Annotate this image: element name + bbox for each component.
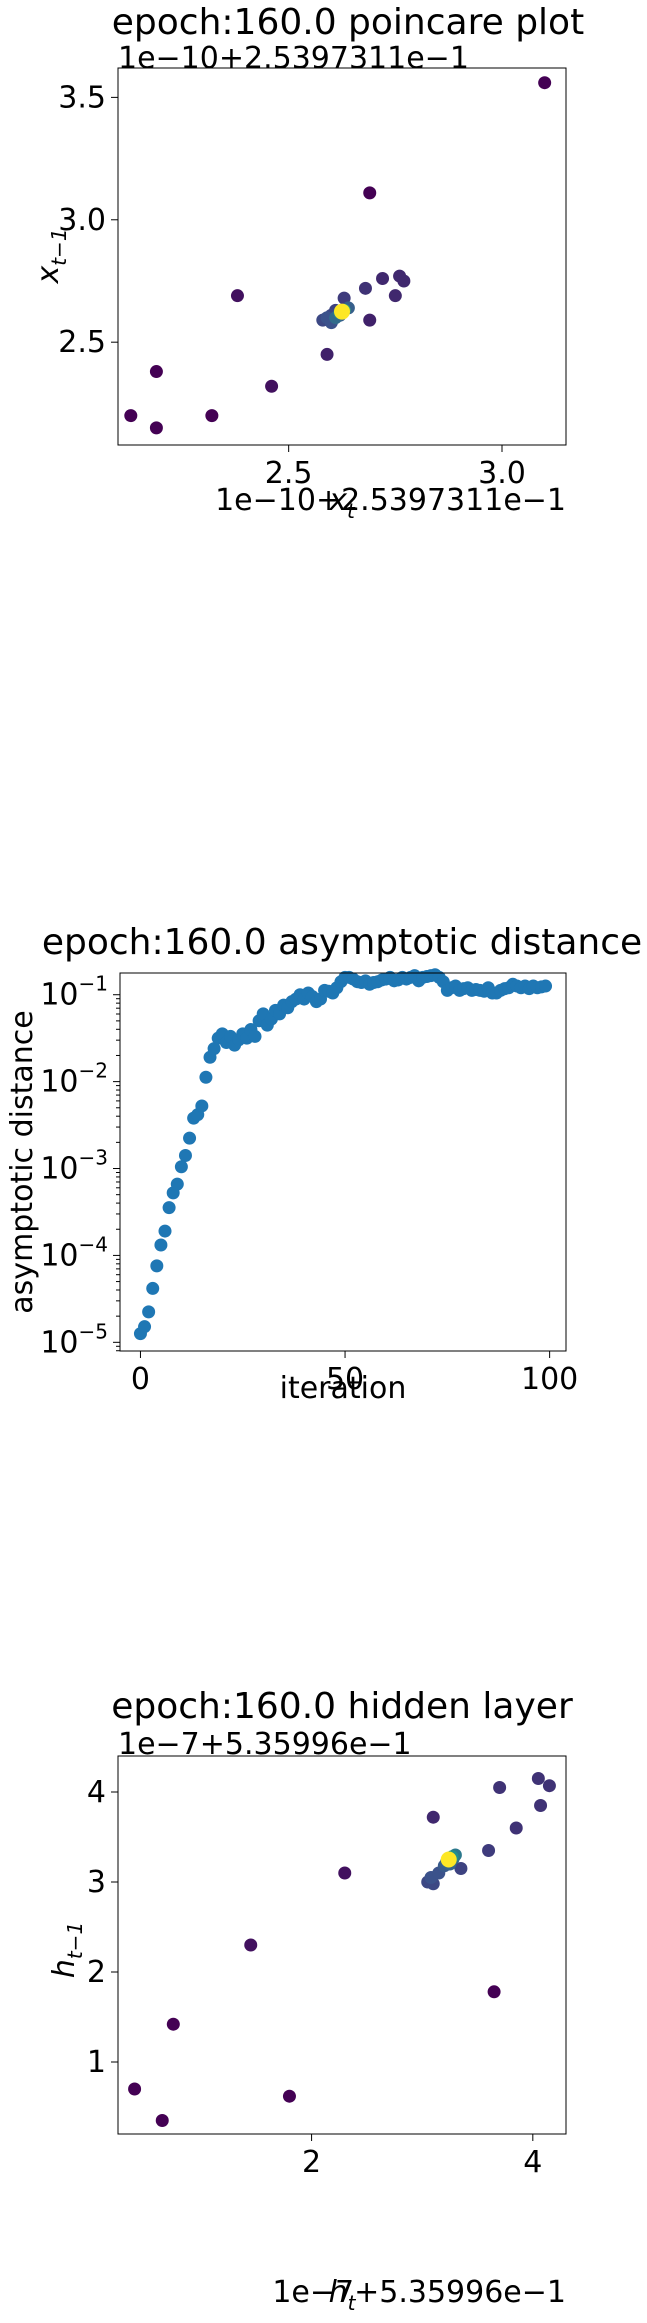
data-point [138,1320,152,1334]
data-point [124,409,138,423]
data-point [244,1938,258,1952]
y-tick-label: 10−2 [40,1059,108,1100]
x-tick-label: 4 [523,2145,542,2180]
data-point [149,365,163,379]
data-point [426,1810,440,1824]
data-point [538,76,552,90]
data-point [539,979,553,993]
data-point [248,1029,262,1043]
y-tick-label: 3.0 [58,203,106,238]
data-point [320,347,334,361]
data-point [128,2082,142,2096]
y-tick-label: 1 [87,2045,106,2080]
x-offset-label: 1e−10+2.5397311e−1 [215,483,566,518]
data-point [531,1772,545,1785]
data-point [205,409,219,423]
y-tick-label: 4 [87,1775,106,1810]
data-point [493,1781,507,1794]
data-point [154,1238,168,1252]
data-point [149,421,163,435]
y-tick-label: 2.5 [58,325,106,360]
chart-title: epoch:160.0 asymptotic distance [42,922,642,963]
data-point [158,1224,172,1238]
data-point [363,186,377,200]
x-axis-label: iteration [280,1371,407,1406]
data-point [454,1862,468,1875]
data-point [509,1821,523,1835]
plot-frame [117,67,567,446]
data-point [230,289,244,303]
data-point [155,2114,169,2127]
chart-title: epoch:160.0 poincare plot [112,2,584,43]
y-tick-label: 3.5 [58,80,106,115]
data-point [376,272,390,286]
plot-area [124,76,552,435]
data-point [397,274,411,288]
y-tick-label: 10−3 [40,1146,108,1187]
y-offset-label: 1e−7+5.35996e−1 [118,1727,412,1762]
data-point [337,291,351,305]
y-tick-label: 3 [87,1865,106,1900]
data-point [363,313,377,327]
data-point [482,1844,496,1857]
plot-area [133,968,553,1341]
data-point [199,1070,213,1084]
y-tick-label: 10−5 [40,1319,108,1360]
chart-title: epoch:160.0 hidden layer [111,1686,573,1727]
data-point [207,1042,221,1056]
plot-frame [119,972,567,1352]
x-tick-label: 50 [326,1362,364,1397]
data-point [178,1148,192,1162]
data-point [162,1201,176,1215]
data-point [142,1305,156,1319]
data-point [150,1259,164,1273]
y-axis-label: xt−1 [31,228,71,284]
data-point [338,1866,352,1880]
data-point [334,303,350,320]
y-axis-label: asymptotic distance [5,1010,40,1313]
y-tick-label: 2 [87,1955,106,1990]
plot-frame [117,1755,567,2135]
y-axis-label: ht−1 [47,1922,87,1978]
data-point [265,379,279,393]
y-offset-label: 1e−10+2.5397311e−1 [118,41,469,76]
x-tick-label: 2 [302,2145,321,2180]
x-tick-label: 3.0 [478,456,526,491]
asymptotic-distance-chart: epoch:160.0 asymptotic distance 0 50 100 1… [5,922,642,1406]
x-offset-label: 1e−7+5.35996e−1 [272,2275,566,2310]
x-tick-label: 0 [131,1362,150,1397]
data-point [146,1281,160,1295]
data-point [183,1131,197,1145]
x-tick-label: 2.5 [265,456,313,491]
hidden-layer-chart: epoch:160.0 hidden layer 1e−7+5.35996e−1… [47,1686,573,2315]
x-tick-label: 100 [521,1362,578,1397]
data-point [440,1851,457,1868]
data-point [487,1985,501,1999]
data-point [170,1177,184,1191]
data-point [174,1160,188,1174]
y-tick-label: 10−1 [40,972,108,1013]
y-tick-label: 10−4 [40,1232,108,1273]
data-point [388,289,402,303]
data-point [166,2017,180,2031]
data-point [542,1779,556,1793]
data-point [282,2089,296,2103]
data-point [534,1799,548,1812]
data-point [195,1099,209,1113]
poincare-chart: epoch:160.0 poincare plot 1e−10+2.539731… [31,2,584,523]
plot-area [128,1772,556,2127]
data-point [358,281,372,295]
